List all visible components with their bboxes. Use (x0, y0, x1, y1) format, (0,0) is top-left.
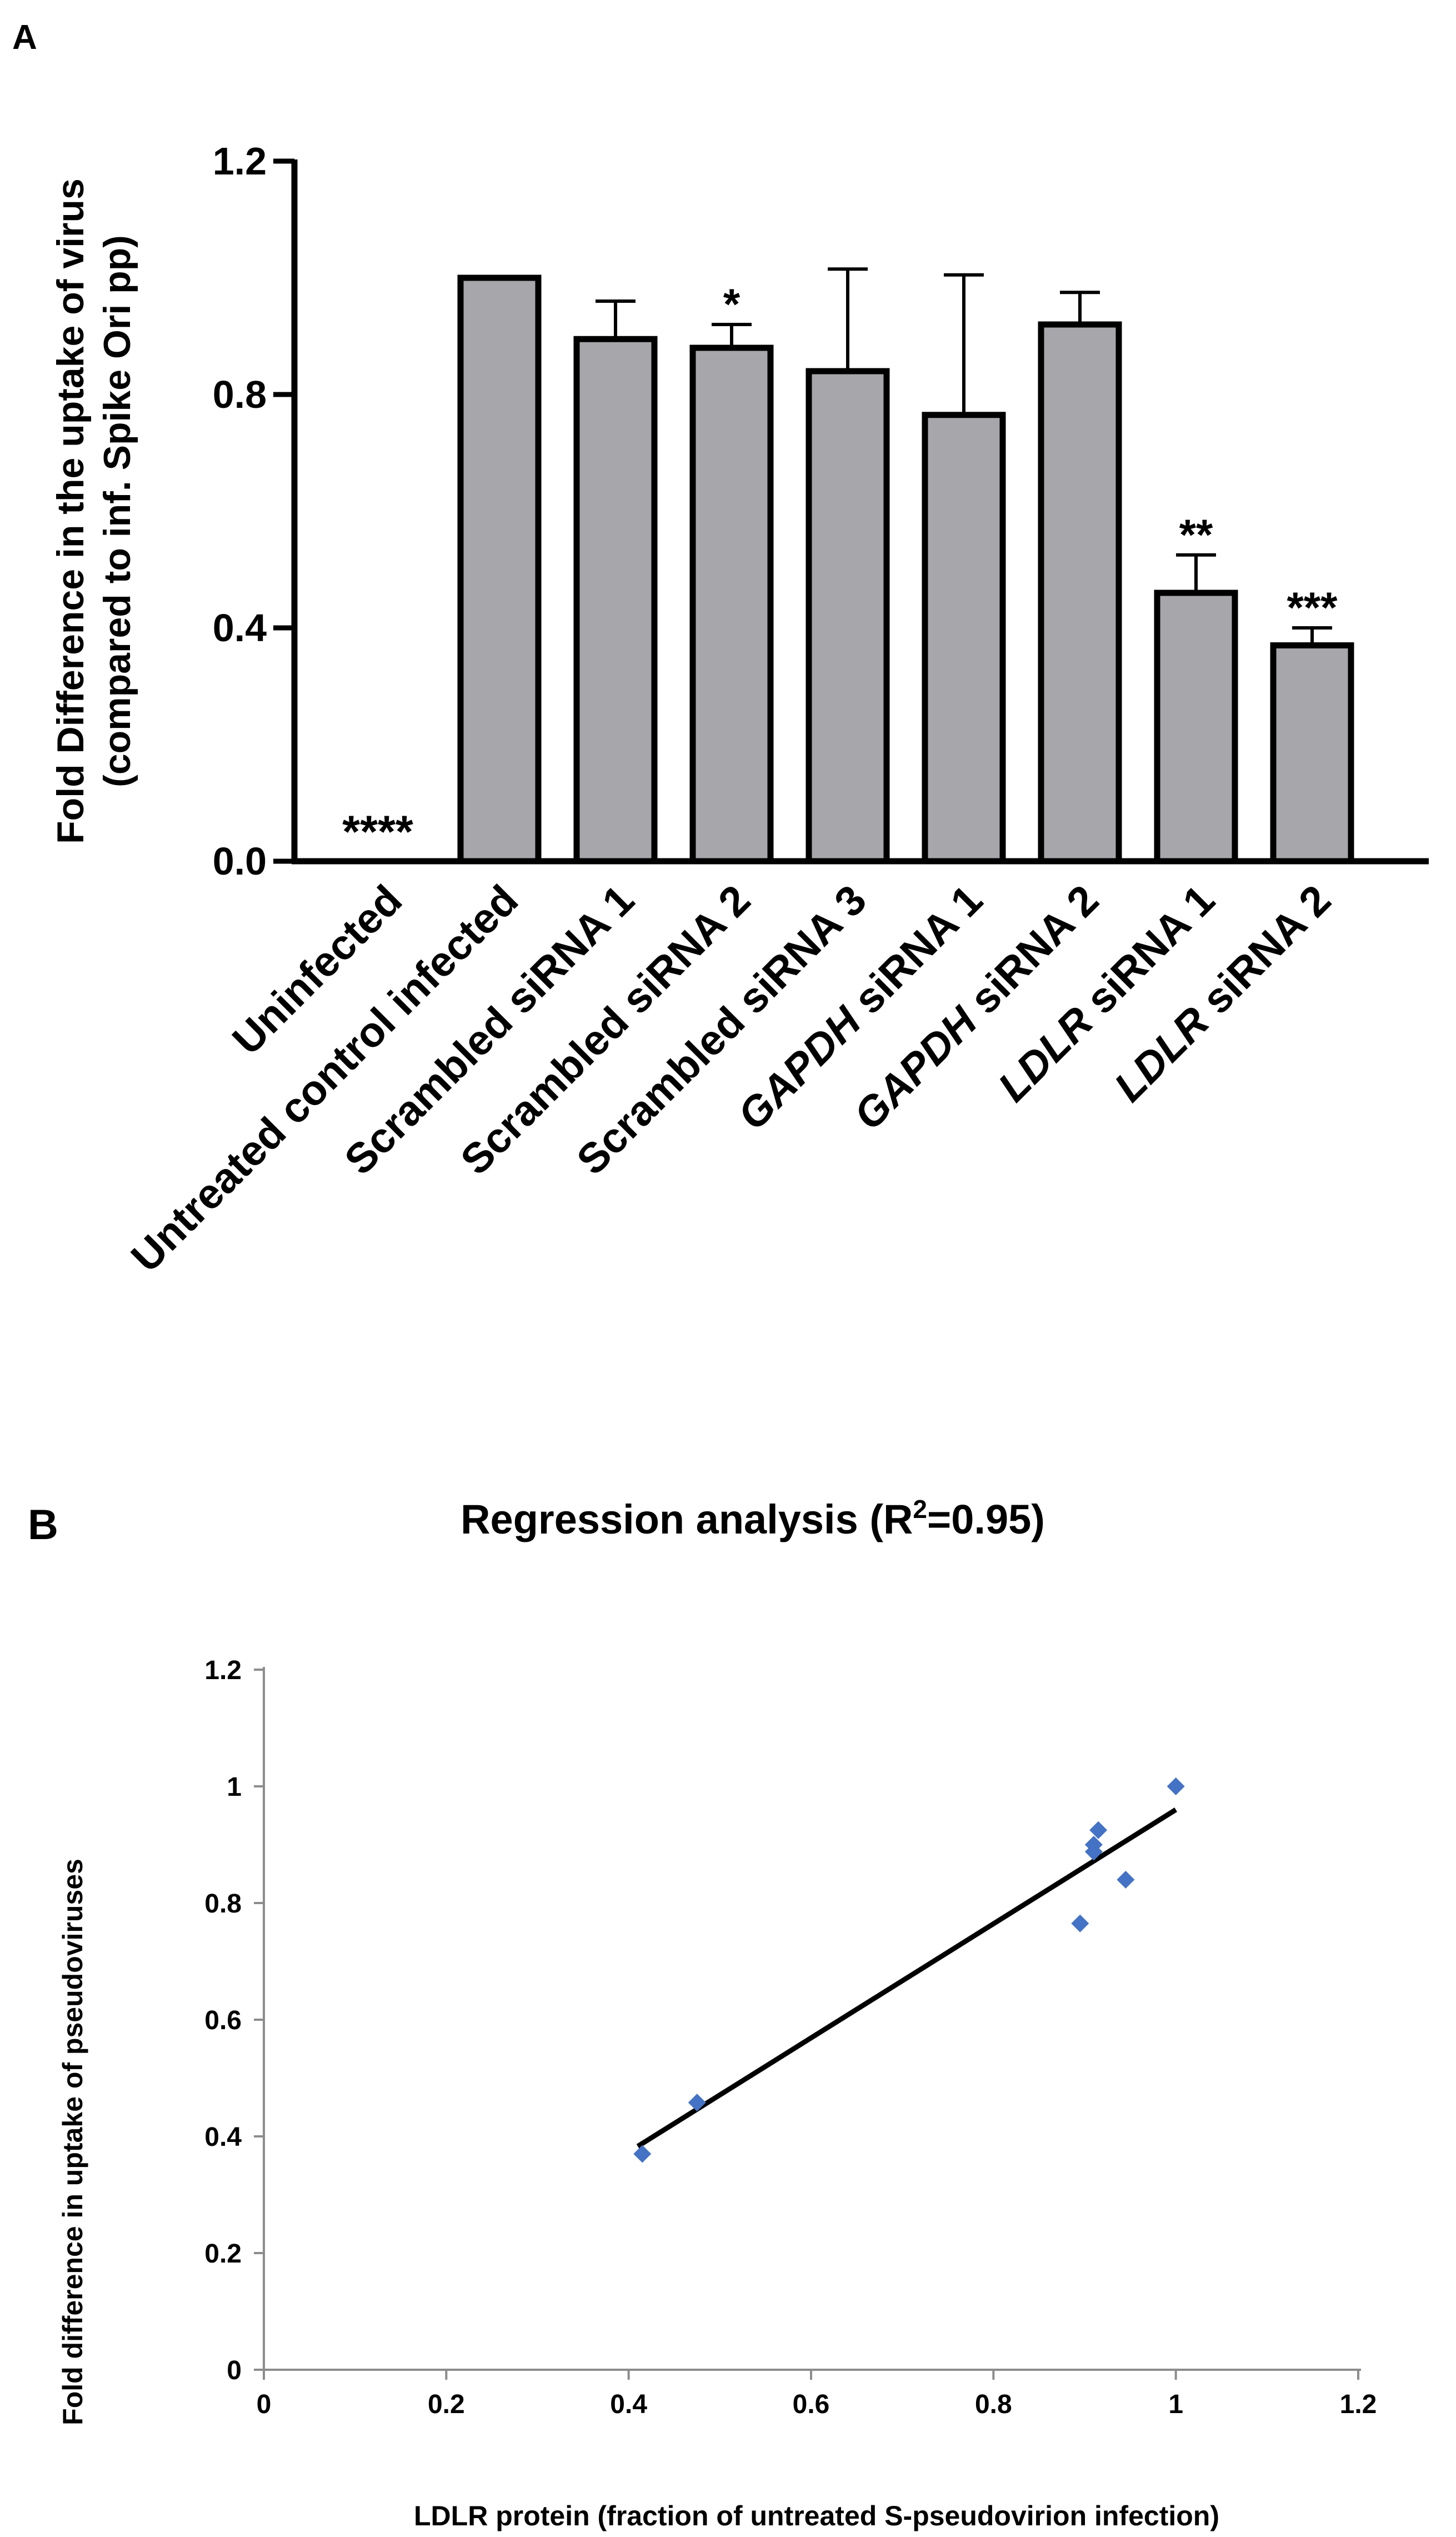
panel-a-bar (457, 274, 542, 865)
panel-a-significance: **** (342, 807, 413, 857)
panel-b-y-tick-label: 1.2 (204, 1656, 242, 1685)
panel-b-point (1167, 1777, 1185, 1795)
panel-b-x-tick-label: 0 (257, 2390, 272, 2419)
panel-a-ylabel-line1: Fold Difference in the uptake of virus (49, 178, 92, 844)
panel-a-y-tick-label: 0.4 (213, 606, 267, 650)
panel-b-y-tick-label: 0.2 (204, 2239, 242, 2269)
panel-b-points (633, 1777, 1185, 2163)
panel-b-title-superscript: 2 (913, 1495, 927, 1524)
panel-b-y-tick-label: 0 (227, 2356, 242, 2385)
panel-a-bars: ********** (342, 267, 1354, 865)
panel-a-significance: *** (1287, 583, 1338, 632)
panel-b-x-tick-label: 0.4 (610, 2390, 647, 2419)
panel-a-label: A (12, 18, 37, 57)
panel-a-ylabel-line2: (compared to inf. Spike Ori pp) (96, 235, 138, 787)
panel-a-bar (922, 412, 1006, 865)
panel-b-x-tick-label: 1 (1168, 2390, 1183, 2419)
panel-b-title: Regression analysis (R2=0.95) (461, 1495, 1045, 1542)
panel-a-significance: ** (1179, 510, 1213, 559)
panel-a-y-tick-label: 0.8 (213, 373, 267, 416)
panel-a-bar (805, 368, 890, 865)
panel-b-trendline (636, 1807, 1178, 2149)
panel-b-point (688, 2094, 706, 2112)
panel-b-y-tick-label: 0.8 (204, 1889, 242, 1919)
panel-b-point (1117, 1871, 1135, 1889)
panel-b-x-tick-label: 0.2 (428, 2390, 465, 2419)
panel-b-scatter-chart: B Regression analysis (R2=0.95) Fold dif… (28, 1495, 1377, 2531)
panel-b-y-tick-label: 0.6 (204, 2006, 242, 2035)
panel-a-y-tick-label: 0.0 (213, 840, 267, 883)
panel-a-bar-chart: A Fold Difference in the uptake of virus… (12, 18, 1429, 1281)
panel-b-x-tick-label: 1.2 (1340, 2390, 1377, 2419)
panel-b-x-tick-label: 0.6 (793, 2390, 830, 2419)
panel-b-label: B (28, 1501, 58, 1549)
panel-b-ylabel: Fold difference in uptake of pseudovirus… (57, 1859, 88, 2425)
panel-a-y-tick-label: 1.2 (213, 139, 267, 183)
panel-b-axes: 0 0.2 0.4 0.6 0.8 1 1.2 0 0.2 0.4 0.6 0.8 1 1.2 (204, 1656, 1377, 2419)
panel-b-point (1084, 1842, 1103, 1861)
panel-a-bar (573, 336, 658, 865)
panel-a-bar (1154, 590, 1238, 865)
panel-a-bar (689, 344, 774, 865)
panel-b-title-prefix: Regression analysis (R (461, 1496, 913, 1542)
panel-b-point (633, 2145, 652, 2163)
panel-b-title-suffix: =0.95) (927, 1496, 1045, 1542)
panel-b-y-tick-label: 0.4 (204, 2123, 242, 2152)
panel-b-x-tick-label: 0.8 (975, 2390, 1012, 2419)
panel-b-point (1071, 1914, 1089, 1932)
panel-a-bar (1038, 321, 1122, 865)
panel-a-bar (1270, 642, 1354, 865)
panel-a-significance: * (723, 279, 740, 328)
panel-b-point (1089, 1821, 1108, 1839)
panel-b-y-tick-label: 1 (227, 1772, 242, 1802)
panel-b-xlabel: LDLR protein (fraction of untreated S-ps… (414, 2500, 1219, 2531)
panel-a-category-label: LDLR siRNA 2 (1105, 876, 1340, 1111)
